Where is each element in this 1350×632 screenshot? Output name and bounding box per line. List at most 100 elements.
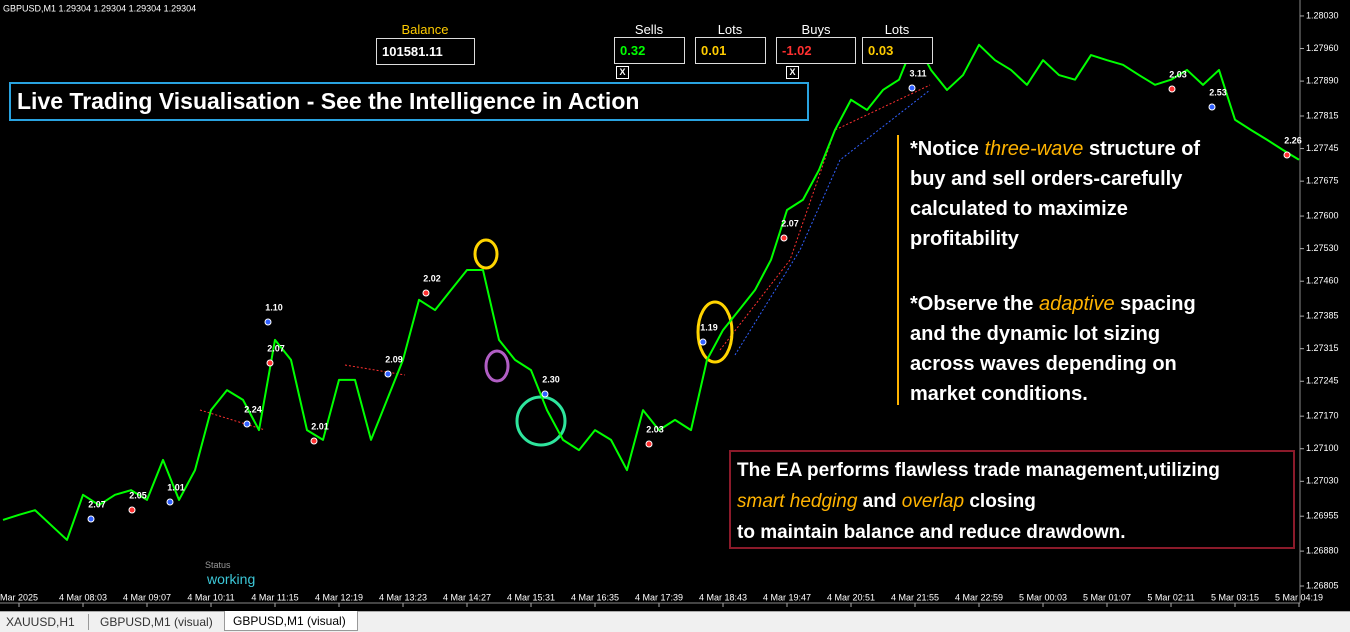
order-marker: [645, 440, 653, 448]
text: structure of: [1083, 138, 1201, 160]
y-tick-label: 1.26955: [1306, 511, 1339, 521]
text-line: across waves depending on: [910, 349, 1196, 379]
balance-label: Balance: [401, 22, 449, 37]
x-tick-label: 4 Mar 20:51: [827, 592, 875, 602]
close-button[interactable]: X: [616, 66, 629, 79]
trade-label: 2.01: [311, 421, 329, 431]
x-tick-label: 5 Mar 00:03: [1019, 592, 1067, 602]
lots-value: 0.03: [862, 37, 933, 64]
y-tick-label: 1.27745: [1306, 143, 1339, 153]
price-line: [2, 39, 1300, 541]
trade-label: 2.53: [1209, 87, 1227, 97]
order-marker: [243, 420, 251, 428]
x-tick-label: 4 Mar 09:07: [123, 592, 171, 602]
close-button[interactable]: X: [786, 66, 799, 79]
trade-label: 2.03: [1169, 69, 1187, 79]
text: and: [857, 491, 902, 512]
emphasis: overlap: [901, 491, 965, 512]
lots-value: 0.01: [695, 37, 766, 64]
text: profitability: [910, 228, 1019, 250]
x-tick-label: 4 Mar 21:55: [891, 592, 939, 602]
buys-value: -1.02: [776, 37, 856, 64]
trade-label: 2.09: [385, 354, 403, 364]
text: across waves depending on: [910, 353, 1177, 375]
y-tick-label: 1.26880: [1306, 545, 1339, 555]
y-tick-label: 1.27675: [1306, 176, 1339, 186]
tab[interactable]: GBPUSD,M1 (visual): [100, 615, 213, 629]
trade-label: 2.26: [1284, 135, 1302, 145]
x-tick-label: 4 Mar 22:59: [955, 592, 1003, 602]
x-tick-label: 4 Mar 19:47: [763, 592, 811, 602]
tab[interactable]: XAUUSD,H1: [6, 615, 75, 629]
order-marker: [422, 289, 430, 297]
x-tick-label: 4 Mar 13:23: [379, 592, 427, 602]
lots-label: Lots: [884, 22, 910, 37]
trade-label: 1.10: [265, 302, 283, 312]
text: The EA performs flawless trade managemen…: [737, 460, 1220, 481]
x-tick-label: 4 Mar 17:39: [635, 592, 683, 602]
text: to maintain balance and reduce drawdown.: [737, 522, 1126, 543]
order-marker: [541, 390, 549, 398]
y-tick-label: 1.26805: [1306, 580, 1339, 590]
trade-label: 2.07: [781, 218, 799, 228]
y-tick-label: 1.27890: [1306, 75, 1339, 85]
chart: GBPUSD,M1 1.29304 1.29304 1.29304 1.2930…: [0, 0, 1339, 607]
order-marker: [699, 338, 707, 346]
order-marker: [1283, 151, 1291, 159]
text-line: smart hedging and overlap closing: [737, 486, 1293, 517]
emphasis: adaptive: [1038, 293, 1115, 315]
x-tick-label: 4 Mar 12:19: [315, 592, 363, 602]
order-marker: [87, 515, 95, 523]
text: calculated to maximize: [910, 198, 1128, 220]
order-marker: [1168, 85, 1176, 93]
y-tick-label: 1.27100: [1306, 443, 1339, 453]
order-marker: [128, 506, 136, 514]
y-tick-label: 1.27315: [1306, 343, 1339, 353]
banner-title: Live Trading Visualisation - See the Int…: [9, 82, 809, 121]
trade-label: 2.07: [88, 499, 106, 509]
trade-label: 2.30: [542, 374, 560, 384]
sells-label: Sells: [634, 22, 664, 37]
trade-lines: [199, 84, 931, 431]
emphasis: smart hedging: [737, 491, 858, 512]
tab-bar: XAUUSD,H1 GBPUSD,M1 (visual) GBPUSD,M1 (…: [0, 611, 1350, 632]
y-tick-label: 1.27530: [1306, 243, 1339, 253]
text: buy and sell orders-carefully: [910, 168, 1183, 190]
order-marker: [1208, 103, 1216, 111]
y-tick-label: 1.27960: [1306, 43, 1339, 53]
emphasis: three-wave: [984, 138, 1084, 160]
order-marker: [908, 84, 916, 92]
order-marker: [310, 437, 318, 445]
note: *Notice three-wave structure of buy and s…: [910, 134, 1200, 254]
x-tick-label: 4 Mar 11:15: [251, 592, 298, 602]
text-line: *Observe the adaptive spacing: [910, 289, 1196, 319]
x-tick-label: 4 Mar 08:03: [59, 592, 107, 602]
y-tick-label: 1.28030: [1306, 10, 1339, 20]
trade-label: 1.19: [700, 322, 718, 332]
highlight-circle: [515, 395, 567, 447]
x-tick-label: 4 Mar 18:43: [699, 592, 747, 602]
trade-label: 1.01: [167, 482, 185, 492]
tab-active[interactable]: GBPUSD,M1 (visual): [224, 611, 358, 631]
order-marker: [780, 234, 788, 242]
status-value: working: [207, 571, 256, 587]
summary-box: The EA performs flawless trade managemen…: [729, 450, 1295, 549]
balance-value: 101581.11: [376, 38, 475, 65]
highlight-circle: [484, 349, 510, 383]
y-tick-label: 1.27815: [1306, 110, 1339, 120]
x-tick-label: 5 Mar 03:15: [1211, 592, 1259, 602]
text-line: *Notice three-wave structure of: [910, 134, 1200, 164]
highlight-circle: [696, 300, 734, 364]
x-tick-label: 4 Mar 14:27: [443, 592, 491, 602]
trade-label: 2.02: [423, 273, 441, 283]
order-marker: [266, 359, 274, 367]
order-marker: [264, 318, 272, 326]
text: spacing: [1114, 293, 1196, 315]
symbol-info: GBPUSD,M1 1.29304 1.29304 1.29304 1.2930…: [3, 3, 196, 13]
text: *Notice: [910, 138, 985, 160]
trade-label: 3.11: [909, 68, 926, 78]
lots-label: Lots: [717, 22, 743, 37]
text: *Observe the: [910, 293, 1039, 315]
order-marker: [166, 498, 174, 506]
